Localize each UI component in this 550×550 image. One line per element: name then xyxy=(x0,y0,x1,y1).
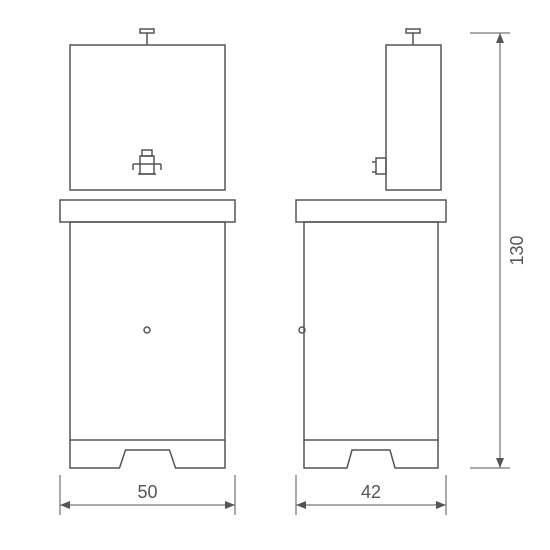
side-view: 42 130 xyxy=(296,29,527,515)
dim-width-side: 42 xyxy=(361,482,381,502)
dim-height: 130 xyxy=(507,235,527,265)
dim-width-front: 50 xyxy=(137,482,157,502)
technical-drawing: 50 42 130 xyxy=(0,0,550,550)
front-view: 50 xyxy=(60,29,235,515)
